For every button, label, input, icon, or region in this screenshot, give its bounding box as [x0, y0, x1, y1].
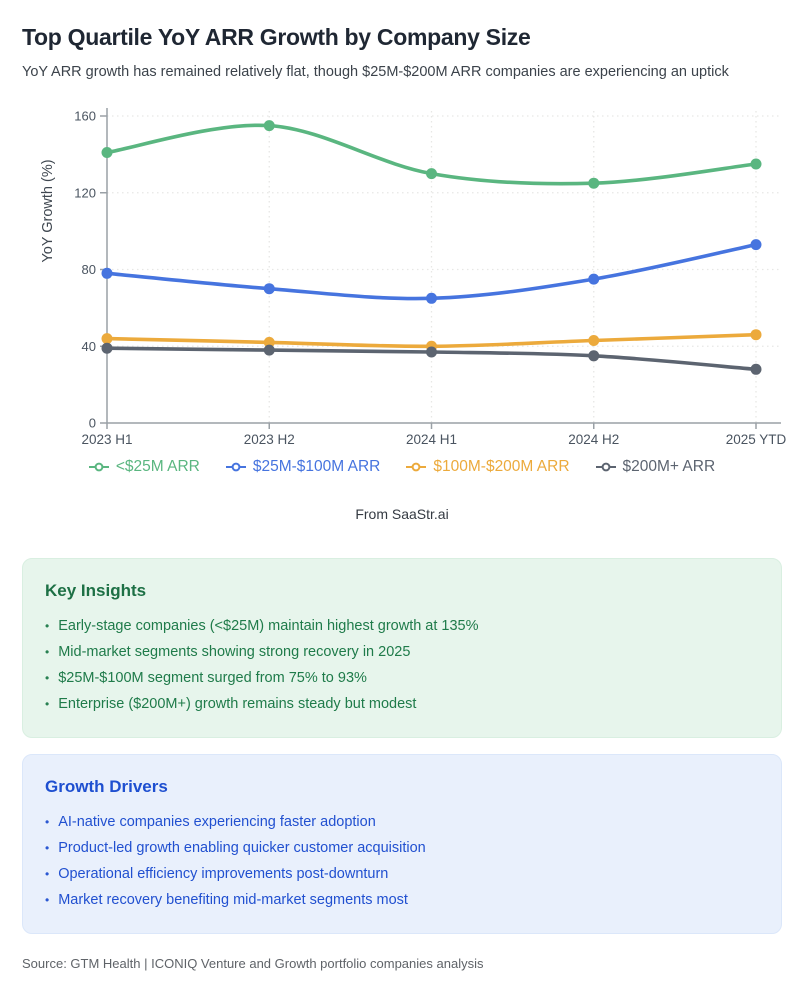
y-tick-label: 80 — [82, 262, 96, 277]
legend-label: $25M-$100M ARR — [252, 458, 381, 475]
bullet-icon: • — [45, 671, 50, 685]
y-tick-label: 40 — [82, 339, 96, 354]
driver-item-text: Market recovery benefiting mid-market se… — [58, 892, 408, 908]
growth-drivers-list: • AI-native companies experiencing faster… — [45, 809, 759, 913]
legend-item-3: $200M+ ARR — [595, 458, 716, 476]
data-point — [263, 336, 275, 348]
data-point — [263, 120, 275, 132]
legend-marker-icon — [225, 462, 246, 472]
chart-area: 0 40 80 120 160 2023 H1 2023 H2 2024 H1 2024 H2 2… — [0, 94, 804, 476]
data-point — [101, 267, 113, 279]
data-point — [588, 335, 600, 346]
data-point — [750, 158, 762, 170]
page-title: Top Quartile YoY ARR Growth by Company S… — [22, 24, 531, 50]
data-point — [750, 363, 762, 375]
data-point — [750, 239, 762, 251]
legend-item-2: $100M-$200M ARR — [406, 458, 570, 476]
legend-label: <$25M ARR — [115, 458, 200, 475]
legend-label: $200M+ ARR — [622, 458, 716, 475]
key-insights-card: Key Insights • Early-stage companies (<$2… — [22, 558, 782, 738]
data-point — [263, 344, 275, 356]
data-point — [426, 292, 437, 304]
bullet-icon: • — [45, 867, 50, 881]
bullet-icon: • — [45, 841, 50, 855]
driver-item: • Market recovery benefiting mid-market s… — [45, 887, 759, 913]
y-axis-title: YoY Growth (%) — [40, 159, 56, 262]
x-tick-label: 2024 H2 — [568, 432, 619, 447]
legend-marker-icon — [406, 462, 427, 472]
insight-item: • Early-stage companies (<$25M) maintain … — [45, 613, 759, 639]
data-point — [588, 177, 600, 189]
data-point — [101, 342, 113, 354]
bullet-icon: • — [45, 619, 50, 633]
x-tick-label: 2024 H1 — [406, 432, 457, 447]
insight-item-text: Enterprise ($200M+) growth remains stead… — [58, 696, 417, 712]
data-point — [263, 283, 275, 295]
y-tick-label: 120 — [74, 185, 96, 200]
legend-item-0: <$25M ARR — [88, 458, 200, 476]
chart-legend: <$25M ARR $25M-$100M ARR $100M-$200M ARR $2… — [0, 458, 804, 476]
driver-item-text: AI-native companies experiencing faster … — [58, 814, 376, 830]
data-point — [426, 346, 437, 358]
driver-item: • Product-led growth enabling quicker cus… — [45, 835, 759, 861]
data-point — [588, 273, 600, 285]
chart-svg: 0 40 80 120 160 2023 H1 2023 H2 2024 H1 2024 H2 2… — [40, 108, 787, 447]
legend-label: $100M-$200M ARR — [433, 458, 570, 475]
x-tick-label: 2023 H1 — [81, 432, 132, 447]
page-subtitle: YoY ARR growth has remained relatively f… — [22, 64, 729, 80]
legend-marker-icon — [88, 462, 109, 472]
insight-item: • $25M-$100M segment surged from 75% to 9… — [45, 665, 759, 691]
data-point — [101, 147, 113, 158]
insight-item-text: $25M-$100M segment surged from 75% to 93… — [58, 670, 367, 686]
legend-item-1: $25M-$100M ARR — [225, 458, 381, 476]
insight-item-text: Early-stage companies (<$25M) maintain h… — [58, 618, 479, 634]
growth-drivers-card: Growth Drivers • AI-native companies expe… — [22, 754, 782, 934]
source-text: Source: GTM Health | ICONIQ Venture and … — [22, 956, 484, 971]
key-insights-list: • Early-stage companies (<$25M) maintain … — [45, 613, 759, 717]
data-point — [101, 333, 113, 345]
attribution-text: From SaaStr.ai — [355, 506, 449, 522]
driver-item: • AI-native companies experiencing faster… — [45, 809, 759, 835]
bullet-icon: • — [45, 893, 50, 907]
key-insights-title: Key Insights — [45, 581, 147, 600]
insight-item: • Enterprise ($200M+) growth remains stea… — [45, 691, 759, 717]
driver-item-text: Operational efficiency improvements post… — [58, 866, 389, 882]
driver-item: • Operational efficiency improvements pos… — [45, 861, 759, 887]
bullet-icon: • — [45, 645, 50, 659]
bullet-icon: • — [45, 697, 50, 711]
x-tick-label: 2023 H2 — [244, 432, 295, 447]
legend-marker-icon — [595, 462, 616, 472]
data-point — [588, 350, 600, 362]
data-point — [426, 168, 437, 180]
bullet-icon: • — [45, 815, 50, 829]
insight-item-text: Mid-market segments showing strong recov… — [58, 644, 411, 660]
insight-item: • Mid-market segments showing strong reco… — [45, 639, 759, 665]
growth-drivers-title: Growth Drivers — [45, 777, 168, 796]
data-point — [750, 329, 762, 341]
driver-item-text: Product-led growth enabling quicker cust… — [58, 840, 426, 856]
y-tick-label: 160 — [74, 109, 96, 124]
x-tick-label: 2025 YTD — [726, 432, 787, 447]
y-tick-label: 0 — [89, 416, 96, 431]
